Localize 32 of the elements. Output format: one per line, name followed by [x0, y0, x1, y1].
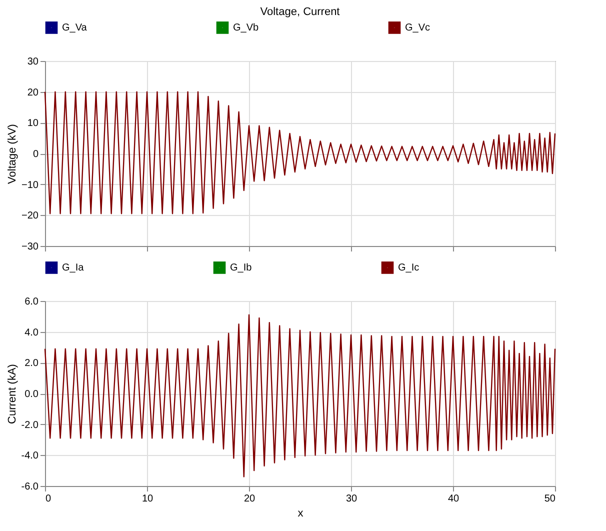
y-tick-label: −30: [22, 242, 39, 252]
y-tick-label: 4.0: [24, 327, 39, 338]
y-tick-label: −10: [22, 180, 39, 191]
x-tick-label: 40: [448, 494, 460, 504]
y-tick-label: 6.0: [24, 296, 39, 308]
line-series: [44, 314, 556, 478]
chart-title: Voltage, Current: [260, 6, 340, 18]
y-tick-label: -4.0: [21, 450, 39, 462]
y-axis-title: Current (kA): [6, 364, 18, 424]
y-tick-label: 0.0: [24, 389, 39, 400]
y-tick-label: 30: [27, 56, 39, 68]
x-axis-title: x: [298, 508, 304, 520]
legend-label: G_Vb: [233, 22, 260, 34]
x-tick-label: 50: [544, 494, 556, 504]
legend-label: G_Ic: [398, 262, 420, 274]
y-tick-label: -6.0: [21, 482, 39, 492]
x-tick-label: 20: [244, 494, 256, 504]
y-tick-label: 10: [27, 118, 39, 130]
x-tick-label: 30: [346, 494, 358, 504]
y-tick-label: -2.0: [21, 420, 39, 431]
line-series: [44, 91, 556, 214]
y-tick-label: 20: [27, 87, 39, 98]
x-tick-label: 10: [142, 494, 154, 504]
y-axis-title: Voltage (kV): [6, 124, 19, 184]
legend-label: G_Va: [62, 22, 88, 34]
y-tick-label: 0: [32, 149, 39, 160]
y-tick-label: 2.0: [24, 358, 39, 370]
legend-label: G_Ia: [62, 262, 84, 274]
y-tick-label: −20: [22, 210, 39, 222]
legend-label: G_Ib: [230, 262, 252, 274]
x-tick-label: 0: [46, 494, 52, 504]
legend-label: G_Vc: [405, 22, 430, 34]
